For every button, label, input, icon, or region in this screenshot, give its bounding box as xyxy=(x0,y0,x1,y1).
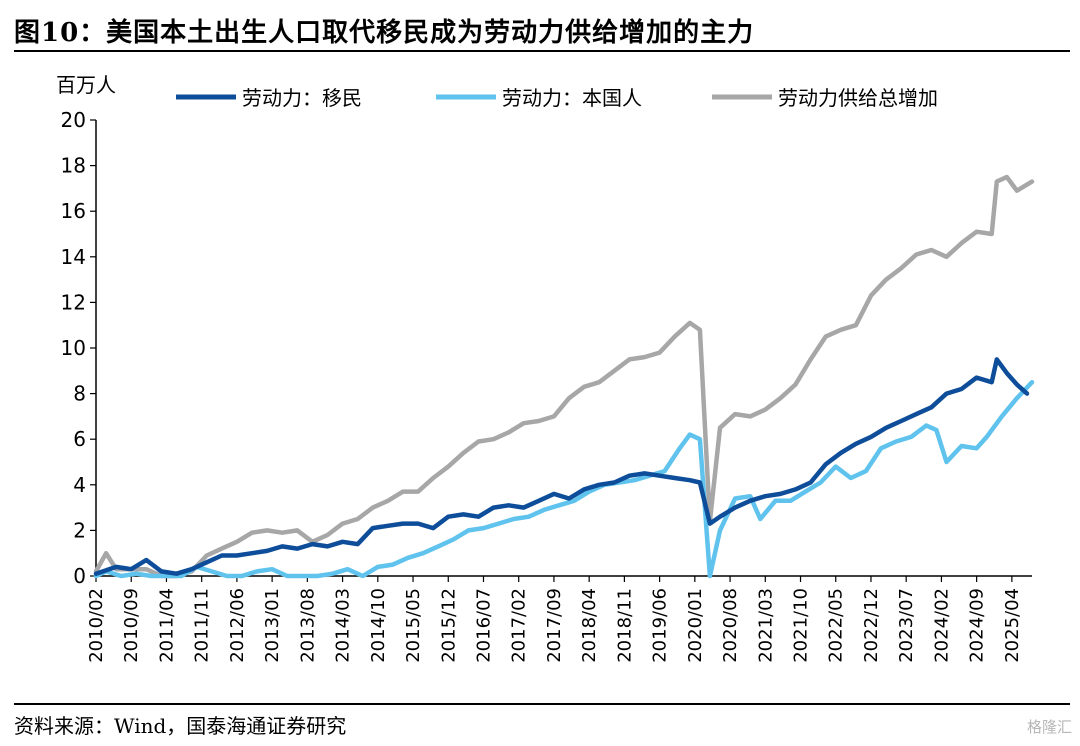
x-tick-label: 2023/07 xyxy=(896,588,917,663)
x-tick-label: 2013/01 xyxy=(262,588,283,663)
x-tick-label: 2010/02 xyxy=(86,588,107,663)
line-chart: 百万人 劳动力：移民 劳动力：本国人 劳动力供给总增加 0 2 4 6 8 10 12 14 16 1… xyxy=(56,73,1035,663)
legend-label-1: 劳动力：移民 xyxy=(242,86,362,110)
x-tick-label: 2017/09 xyxy=(544,588,565,663)
x-tick-label: 2013/08 xyxy=(297,588,318,663)
x-tick-label: 2022/05 xyxy=(826,588,847,663)
series-line-2 xyxy=(93,379,1035,579)
source-rule xyxy=(14,703,1070,705)
x-tick-label: 2015/05 xyxy=(403,588,424,663)
series-layer xyxy=(93,174,1035,579)
series-line-1 xyxy=(93,357,1030,576)
y-tick-label: 6 xyxy=(73,427,86,451)
x-axis: 2010/02 2010/09 2011/04 2011/11 2012/06 2013/… xyxy=(86,575,1032,663)
x-tick-label: 2018/11 xyxy=(614,588,635,663)
x-tick-label: 2012/06 xyxy=(227,588,248,663)
y-tick-label: 12 xyxy=(61,290,86,314)
series-line-3 xyxy=(93,174,1035,579)
source-note: 资料来源：Wind，国泰海通证券研究 xyxy=(14,714,347,738)
y-tick-label: 16 xyxy=(61,199,86,223)
y-tick-label: 2 xyxy=(73,518,86,542)
x-tick-label: 2011/11 xyxy=(192,588,213,663)
x-tick-label: 2014/03 xyxy=(333,588,354,663)
y-tick-label: 0 xyxy=(73,564,86,588)
y-tick-label: 10 xyxy=(61,336,86,360)
x-tick-label: 2011/04 xyxy=(156,588,177,663)
x-tick-label: 2016/07 xyxy=(473,588,494,663)
y-tick-label: 4 xyxy=(73,473,86,497)
legend-label-3: 劳动力供给总增加 xyxy=(778,86,938,110)
x-tick-label: 2024/09 xyxy=(967,588,988,663)
watermark-logo: 格隆汇 xyxy=(1026,718,1072,736)
x-tick-label: 2018/04 xyxy=(579,588,600,663)
x-tick-label: 2017/02 xyxy=(509,588,530,663)
title-rule xyxy=(14,50,1070,52)
x-tick-label: 2025/04 xyxy=(1002,588,1023,663)
x-tick-label: 2020/01 xyxy=(685,588,706,663)
x-tick-label: 2015/12 xyxy=(438,588,459,663)
x-tick-label: 2022/12 xyxy=(861,588,882,663)
x-tick-label: 2010/09 xyxy=(121,588,142,663)
y-tick-label: 14 xyxy=(61,245,86,269)
x-tick-label: 2021/03 xyxy=(755,588,776,663)
y-axis: 0 2 4 6 8 10 12 14 16 18 20 xyxy=(61,108,97,588)
x-tick-label: 2024/02 xyxy=(931,588,952,663)
x-tick-label: 2020/08 xyxy=(720,588,741,663)
x-tick-label: 2014/10 xyxy=(368,588,389,663)
y-tick-label: 18 xyxy=(61,154,86,178)
y-tick-label: 20 xyxy=(61,108,86,132)
x-tick-label: 2019/06 xyxy=(650,588,671,663)
legend-label-2: 劳动力：本国人 xyxy=(502,86,642,110)
legend: 劳动力：移民 劳动力：本国人 劳动力供给总增加 xyxy=(176,86,938,110)
unit-label: 百万人 xyxy=(56,73,116,97)
y-tick-label: 8 xyxy=(73,382,86,406)
figure-title: 图10：美国本土出生人口取代移民成为劳动力供给增加的主力 xyxy=(14,18,755,48)
x-tick-label: 2021/10 xyxy=(791,588,812,663)
